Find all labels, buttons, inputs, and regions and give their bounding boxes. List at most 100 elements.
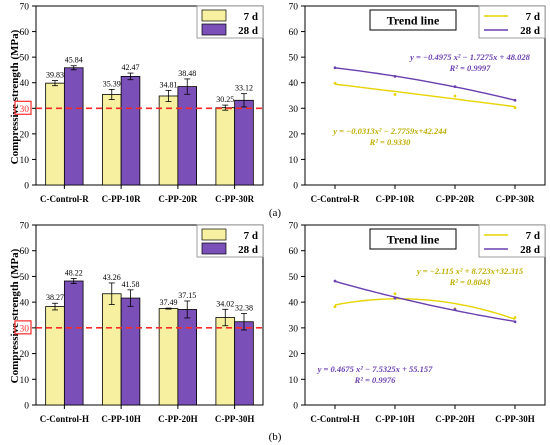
y-tick-label-3-5: 50 — [289, 273, 299, 283]
legend-label-1-1: 28 d — [520, 25, 540, 37]
x-tick-label-3-1: C-PP-10H — [375, 414, 415, 424]
y-tick-label-1-4: 40 — [289, 79, 299, 89]
y-tick-label-1-1: 10 — [289, 156, 299, 166]
data-point-3-0-1 — [393, 292, 397, 296]
y-tick-label-3-7: 70 — [289, 222, 299, 232]
legend-label-2-1: 28 d — [238, 244, 258, 256]
x-tick-label-2-3: C-PP-30H — [215, 414, 255, 424]
legend-label-1-0: 7 d — [526, 11, 540, 23]
y-tick-label-0-1: 10 — [20, 156, 30, 166]
x-tick-label-0-3: C-PP-30R — [215, 194, 254, 204]
fit-equation-3-0: y = −2.115 x² + 8.723x+32.315 — [416, 266, 524, 276]
panel-label-a: (a) — [269, 207, 282, 219]
y-tick-label-0-6: 60 — [20, 28, 30, 38]
data-label-2-1-3: 32.38 — [235, 304, 253, 313]
x-tick-label-2-1: C-PP-10H — [101, 414, 141, 424]
y-tick-label-2-7: 70 — [20, 222, 30, 232]
bar-0-1-3 — [234, 99, 254, 186]
data-label-2-0-2: 37.49 — [160, 298, 178, 307]
y-tick-label-0-5: 50 — [20, 54, 30, 64]
data-label-2-0-3: 34.02 — [216, 299, 234, 308]
y-tick-label-3-0: 0 — [293, 402, 298, 412]
data-label-0-1-1: 42.47 — [121, 63, 139, 72]
bar-2-1-1 — [120, 297, 141, 406]
data-label-2-0-1: 43.26 — [103, 273, 121, 282]
bar-0-1-0 — [63, 67, 84, 186]
y-tick-label-1-6: 60 — [289, 28, 299, 38]
y-tick-label-0-7: 70 — [20, 3, 30, 13]
ref-tick-box-2 — [14, 320, 32, 335]
bar-0-0-3 — [215, 107, 236, 186]
data-point-1-0-2 — [453, 94, 457, 98]
x-tick-label-1-0: C-Control-R — [311, 194, 360, 204]
y-tick-label-0-0: 0 — [24, 182, 29, 192]
trend-line-3-1 — [334, 280, 516, 323]
data-label-2-0-0: 38.27 — [46, 293, 64, 302]
legend-label-3-0: 7 d — [526, 230, 540, 242]
x-tick-label-1-3: C-PP-30R — [496, 194, 535, 204]
x-tick-label-1-1: C-PP-10R — [376, 194, 415, 204]
bar-0-1-1 — [120, 75, 141, 186]
x-tick-label-3-3: C-PP-30H — [495, 414, 535, 424]
trend-line-1-1 — [334, 67, 516, 101]
panel-label-b: (b) — [269, 431, 282, 443]
bar-2-0-0 — [45, 306, 65, 406]
fit-equation-1-1: y = −0.0313x² − 2.7759x+42.244 — [332, 126, 446, 136]
y-tick-label-2-0: 0 — [24, 402, 29, 412]
plot-frame-0 — [35, 5, 264, 186]
data-label-2-1-1: 41.58 — [121, 280, 139, 289]
y-tick-label-3-4: 40 — [289, 299, 299, 309]
data-label-0-0-0: 39.83 — [46, 71, 64, 80]
x-tick-label-1-2: C-PP-20R — [436, 194, 475, 204]
y-tick-label-3-2: 20 — [289, 350, 299, 360]
fit-r2-3-1: R² = 0.9976 — [354, 375, 396, 385]
fit-equation-3-1: y = 0.4675 x² − 7.5325x + 55.157 — [317, 364, 433, 374]
bar-2-1-0 — [63, 280, 84, 406]
y-tick-label-0-2: 20 — [20, 130, 30, 140]
y-tick-label-2-5: 50 — [20, 273, 30, 283]
y-tick-label-0-4: 40 — [20, 79, 30, 89]
data-label-0-1-3: 33.12 — [235, 84, 253, 93]
legend-label-0-1: 28 d — [238, 25, 258, 37]
data-point-1-1-1 — [393, 74, 397, 78]
x-tick-label-0-1: C-PP-10R — [102, 194, 141, 204]
data-point-3-1-2 — [453, 308, 457, 311]
x-tick-label-0-2: C-PP-20R — [158, 194, 197, 204]
y-tick-label-1-7: 70 — [289, 3, 299, 13]
data-label-0-1-0: 45.84 — [65, 56, 83, 65]
plot-frame-2 — [35, 224, 264, 406]
trend-line-3-0 — [334, 298, 516, 320]
data-label-0-0-1: 35.39 — [103, 79, 121, 88]
legend-swatch-0-1 — [201, 23, 227, 36]
data-point-3-0-3 — [513, 316, 517, 319]
y-tick-label-1-3: 30 — [289, 105, 299, 115]
ref-tick-box-0 — [14, 100, 32, 115]
y-tick-label-2-4: 40 — [20, 299, 30, 309]
data-label-2-1-2: 37.15 — [178, 291, 196, 300]
data-point-1-0-3 — [513, 106, 517, 110]
x-tick-label-2-2: C-PP-20H — [158, 414, 198, 424]
legend-swatch-0-0 — [201, 9, 227, 22]
legend-swatch-2-1 — [201, 242, 227, 255]
trend-title-box-1 — [369, 9, 457, 31]
trend-line-1-0 — [334, 83, 516, 108]
fit-r2-1-0: R² = 0.9997 — [449, 63, 491, 73]
legend-label-0-0: 7 d — [244, 11, 258, 23]
legend-label-2-0: 7 d — [244, 230, 258, 242]
legend-3 — [478, 224, 546, 258]
y-tick-label-1-0: 0 — [293, 182, 298, 192]
bar-2-1-3 — [234, 321, 254, 406]
bar-0-0-2 — [158, 95, 179, 186]
data-point-3-1-1 — [393, 296, 397, 300]
x-tick-label-3-0: C-Control-H — [310, 414, 359, 424]
trend-title-1: Trend line — [387, 14, 440, 28]
legend-swatch-2-0 — [201, 228, 227, 241]
bar-2-0-2 — [158, 308, 179, 406]
y-tick-label-0-3: 30 — [20, 105, 30, 115]
legend-1 — [478, 5, 546, 39]
y-axis-label-a: Compressive strength (MPa) — [9, 29, 21, 164]
data-label-2-1-0: 48.22 — [65, 268, 83, 277]
y-tick-label-1-2: 20 — [289, 130, 299, 140]
y-tick-label-2-6: 60 — [20, 247, 30, 257]
